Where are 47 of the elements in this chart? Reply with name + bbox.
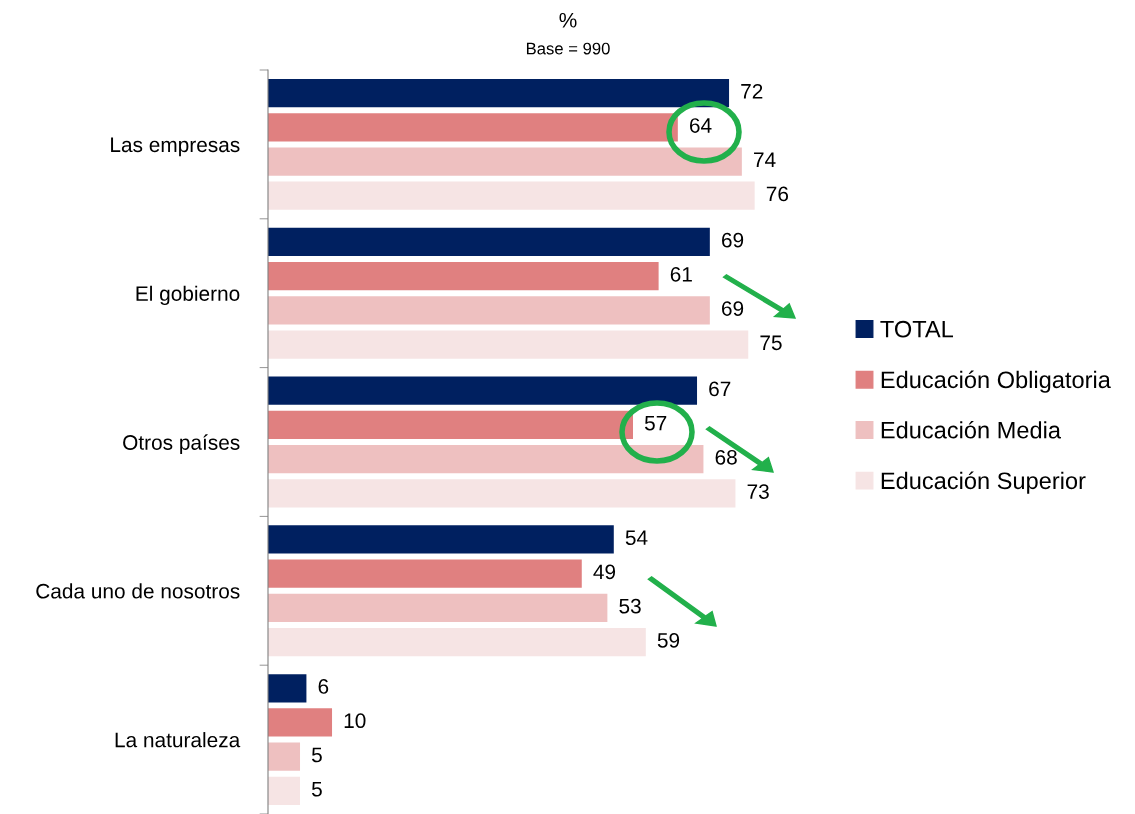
bar bbox=[268, 674, 307, 703]
data-label: 64 bbox=[689, 118, 712, 133]
bar bbox=[268, 628, 646, 657]
data-label: 75 bbox=[760, 335, 782, 351]
y-tick-label: Cada uno de nosotros bbox=[36, 583, 240, 599]
bar bbox=[268, 227, 710, 256]
bar bbox=[268, 742, 301, 771]
data-label: 57 bbox=[644, 415, 667, 431]
legend-label: TOTAL bbox=[880, 320, 954, 338]
data-label: 69 bbox=[722, 301, 744, 316]
bar bbox=[268, 525, 614, 554]
legend-label: Educación Superior bbox=[881, 471, 1086, 494]
bar bbox=[268, 330, 749, 359]
data-label: 5 bbox=[311, 781, 322, 797]
data-label: 6 bbox=[318, 679, 329, 694]
bar bbox=[268, 479, 736, 508]
data-label: 49 bbox=[593, 564, 616, 580]
data-label: 72 bbox=[741, 83, 763, 99]
bar bbox=[268, 708, 333, 737]
chart-title: % bbox=[559, 12, 577, 28]
y-tick-label: Las empresas bbox=[111, 137, 240, 157]
bar bbox=[268, 559, 582, 588]
y-tick-label: La naturaleza bbox=[115, 732, 241, 748]
y-tick-label: Otros países bbox=[123, 434, 240, 454]
data-label: 53 bbox=[619, 598, 641, 614]
data-label: 69 bbox=[722, 232, 744, 248]
data-label: 54 bbox=[625, 530, 648, 546]
y-tick-label: El gobierno bbox=[136, 285, 240, 306]
data-label: 67 bbox=[709, 381, 731, 397]
bar bbox=[268, 593, 608, 623]
data-label: 73 bbox=[747, 484, 769, 499]
data-label: 10 bbox=[344, 713, 366, 729]
data-label: 61 bbox=[670, 266, 692, 282]
chart-subtitle: Base = 990 bbox=[526, 42, 610, 55]
legend-label: Educación Media bbox=[881, 420, 1061, 439]
bar bbox=[268, 181, 755, 210]
bar bbox=[268, 78, 730, 108]
data-label: 68 bbox=[715, 449, 737, 465]
data-label: 5 bbox=[311, 747, 322, 763]
legend-label: Educación Obligatoria bbox=[881, 370, 1111, 393]
data-label: 76 bbox=[766, 186, 789, 202]
data-label: 59 bbox=[657, 632, 680, 648]
bar bbox=[268, 376, 698, 405]
bar bbox=[268, 296, 710, 325]
data-label: 74 bbox=[754, 152, 776, 167]
bar bbox=[268, 776, 301, 806]
bar bbox=[268, 261, 659, 291]
